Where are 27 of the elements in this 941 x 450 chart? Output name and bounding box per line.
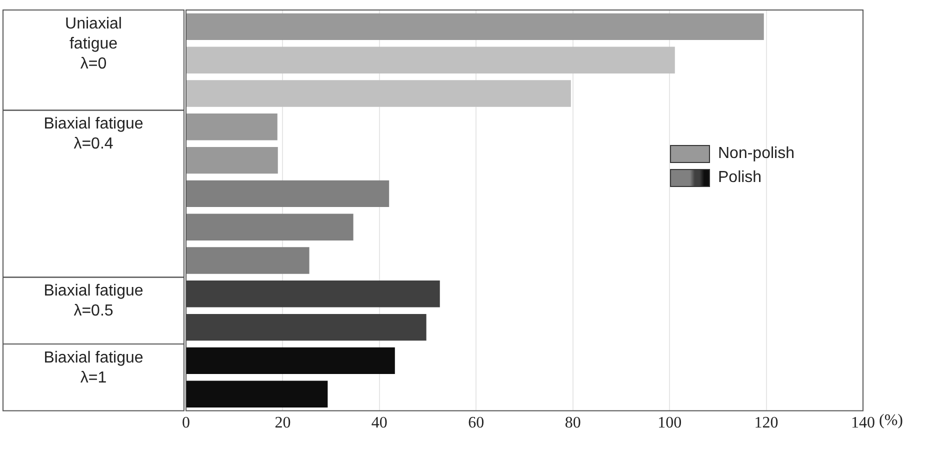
legend-label: Polish	[718, 169, 762, 187]
legend-label: Non-polish	[718, 145, 794, 163]
bar	[186, 380, 328, 408]
bar	[186, 280, 440, 308]
bar	[186, 13, 764, 40]
y-tick-label: Biaxial fatigue λ=0.4	[44, 116, 144, 153]
bar	[186, 347, 395, 374]
bar	[186, 214, 354, 240]
bar	[186, 314, 426, 341]
x-tick-label: 100	[658, 414, 682, 432]
bar	[186, 180, 390, 208]
x-tick-label: 60	[468, 414, 484, 432]
bar	[186, 146, 278, 174]
y-tick-label: Biaxial fatigue λ=1	[44, 349, 144, 386]
bar	[186, 46, 675, 74]
x-tick-label: 40	[371, 414, 388, 432]
y-tick-label: Uniaxial fatigue λ=0	[65, 15, 122, 72]
x-axis-title: (%)	[879, 412, 903, 430]
x-tick-label: 20	[274, 414, 291, 432]
bar	[186, 80, 571, 107]
y-tick-label: Biaxial fatigue λ=0.5	[44, 282, 144, 320]
x-tick-label: 0	[182, 414, 190, 432]
bar	[186, 114, 278, 140]
bar	[186, 247, 310, 274]
x-tick-label: 120	[754, 414, 778, 432]
x-tick-label: 80	[564, 414, 581, 432]
x-tick-label: 140	[851, 414, 875, 432]
